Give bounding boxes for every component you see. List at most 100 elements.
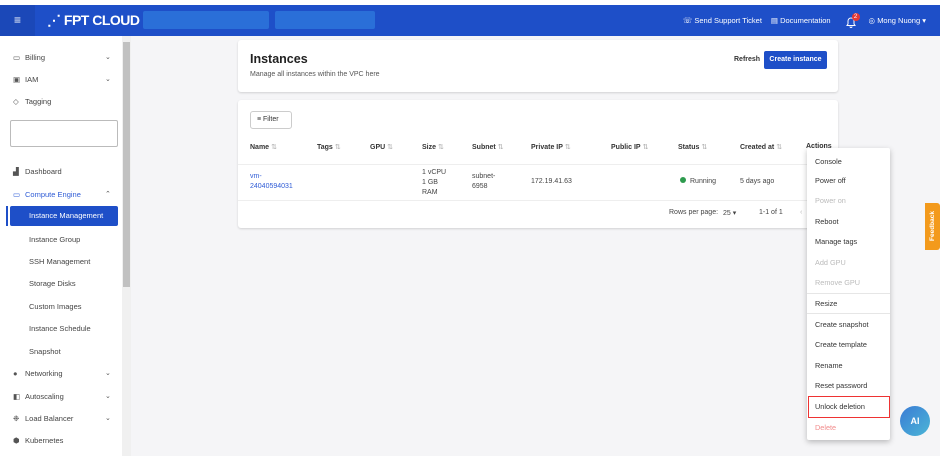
sidebar-item-dashboard[interactable]: ▟ Dashboard	[13, 167, 62, 176]
sort-icon: ⇅	[387, 144, 394, 151]
instance-name-link[interactable]: vm- 24040594031	[250, 172, 293, 192]
pagination-range: 1-1 of 1	[759, 209, 783, 216]
menu-divider	[807, 313, 890, 314]
filter-button[interactable]: ≡ Filter	[250, 111, 292, 129]
column-header-tags[interactable]: Tags ⇅	[317, 143, 341, 151]
menu-item-power-on: Power on	[815, 196, 846, 205]
filter-icon: ≡	[257, 116, 264, 123]
label: Size	[422, 144, 437, 151]
menu-item-console[interactable]: Console	[815, 157, 842, 166]
prev-page-icon[interactable]: ‹	[800, 209, 803, 216]
top-bar-actions: ☏ Send Support Ticket ▤ Documentation 2 …	[683, 5, 926, 36]
label: Networking	[25, 369, 63, 378]
project-selector[interactable]	[143, 11, 269, 29]
column-header-status[interactable]: Status ⇅	[678, 143, 707, 151]
label: Load Balancer	[25, 414, 74, 423]
menu-item-rename[interactable]: Rename	[815, 361, 843, 370]
size-cell: 1 vCPU 1 GB RAM	[422, 168, 446, 198]
menu-divider	[807, 293, 890, 294]
wallet-icon: ▭	[13, 53, 21, 62]
private-ip-cell: 172.19.41.63	[531, 178, 572, 185]
sort-icon: ⇅	[497, 144, 504, 151]
notifications-button[interactable]: 2	[845, 12, 860, 28]
documentation-link[interactable]: ▤ Documentation	[771, 16, 831, 25]
chevron-down-icon[interactable]: ⌄	[105, 54, 111, 61]
sidebar-item-billing[interactable]: ▭ Billing	[13, 53, 45, 62]
sidebar-item-load-balancer[interactable]: ❉ Load Balancer	[13, 414, 73, 423]
user-menu[interactable]: ◎ Mong Nuong ▾	[869, 16, 926, 25]
sidebar-item-compute-engine[interactable]: ▭ Compute Engine	[13, 190, 81, 199]
sort-icon: ⇅	[438, 144, 444, 151]
region-selector[interactable]	[275, 11, 375, 29]
chevron-down-icon[interactable]: ⌄	[105, 415, 111, 422]
rows-per-page-label: Rows per page:	[669, 209, 719, 216]
menu-item-unlock-deletion[interactable]: Unlock deletion	[815, 402, 865, 411]
chevron-down-icon[interactable]: ⌄	[105, 370, 111, 377]
column-header-size[interactable]: Size ⇅	[422, 143, 444, 151]
column-header-actions: Actions	[806, 143, 832, 150]
label: Dashboard	[25, 167, 62, 176]
sort-icon: ⇅	[776, 144, 783, 151]
column-header-name[interactable]: Name ⇅	[250, 143, 277, 151]
sidebar-item-snapshot[interactable]: Snapshot	[29, 347, 61, 356]
create-instance-button[interactable]: Create instance	[764, 51, 827, 69]
menu-item-power-off[interactable]: Power off	[815, 176, 846, 185]
sidebar-item-storage-disks[interactable]: Storage Disks	[29, 279, 76, 288]
sidebar-item-kubernetes[interactable]: ⬢ Kubernetes	[13, 436, 63, 445]
divider	[238, 164, 838, 165]
column-header-public-ip[interactable]: Public IP ⇅	[611, 143, 648, 151]
label: Autoscaling	[25, 392, 64, 401]
column-header-private-ip[interactable]: Private IP ⇅	[531, 143, 571, 151]
menu-item-reset-password[interactable]: Reset password	[815, 381, 868, 390]
hamburger-menu-icon[interactable]: ≡	[0, 5, 35, 36]
sidebar-scrollbar-thumb[interactable]	[123, 42, 130, 287]
load-balancer-icon: ❉	[13, 414, 20, 423]
size-part: RAM	[422, 189, 438, 196]
ai-assistant-button[interactable]: AI	[900, 406, 930, 436]
support-icon: ☏	[682, 16, 695, 25]
sidebar-item-autoscaling[interactable]: ◧ Autoscaling	[13, 392, 64, 401]
fpt-cloud-logo[interactable]: ⋰ FPT CLOUD	[47, 12, 140, 28]
chart-icon: ▟	[13, 167, 19, 176]
sidebar-item-instance-management[interactable]: Instance Management	[10, 206, 118, 226]
sidebar-item-tagging[interactable]: ◇ Tagging	[13, 97, 51, 106]
menu-item-resize[interactable]: Resize	[815, 299, 838, 308]
feedback-tab[interactable]: Feedback	[925, 203, 940, 250]
sidebar-search-input[interactable]	[10, 120, 118, 147]
sidebar-item-instance-group[interactable]: Instance Group	[29, 235, 81, 244]
menu-item-create-template[interactable]: Create template	[815, 340, 867, 349]
column-header-gpu[interactable]: GPU ⇅	[370, 143, 393, 151]
menu-item-create-snapshot[interactable]: Create snapshot	[815, 320, 869, 329]
caret-down-icon: ▾	[730, 210, 737, 217]
sidebar-item-custom-images[interactable]: Custom Images	[29, 302, 82, 311]
column-header-created-at[interactable]: Created at ⇅	[740, 143, 782, 151]
chevron-down-icon[interactable]: ⌄	[105, 393, 111, 400]
sidebar-item-iam[interactable]: ▣ IAM	[13, 75, 38, 84]
size-part: 1 vCPU	[422, 169, 447, 176]
label: Created at	[740, 144, 775, 151]
label: Tags	[317, 144, 333, 151]
sort-icon: ⇅	[564, 144, 571, 151]
menu-item-manage-tags[interactable]: Manage tags	[815, 237, 858, 246]
column-header-subnet[interactable]: Subnet ⇅	[472, 143, 504, 151]
sort-icon: ⇅	[271, 144, 277, 151]
actions-menu	[807, 148, 890, 440]
support-label: Send Support Ticket	[694, 16, 762, 25]
sidebar-item-ssh-management[interactable]: SSH Management	[29, 257, 91, 266]
chevron-up-icon[interactable]: ⌃	[105, 191, 111, 198]
send-support-ticket-link[interactable]: ☏ Send Support Ticket	[683, 16, 762, 25]
label: GPU	[370, 144, 386, 151]
rows-per-page-select[interactable]: 25 ▾	[723, 209, 736, 217]
sidebar-item-instance-schedule[interactable]: Instance Schedule	[29, 324, 91, 333]
docs-label: Documentation	[780, 16, 831, 25]
menu-item-reboot[interactable]: Reboot	[815, 217, 839, 226]
header-card	[238, 40, 838, 92]
refresh-button[interactable]: Refresh	[734, 56, 761, 63]
label: IAM	[25, 75, 39, 84]
status-label: Running	[690, 178, 717, 185]
chevron-down-icon[interactable]: ⌄	[105, 76, 111, 83]
size-part: 1 GB	[422, 179, 438, 186]
tag-icon: ◇	[13, 97, 19, 106]
sidebar-item-networking[interactable]: ● Networking	[13, 369, 63, 378]
sort-icon: ⇅	[334, 144, 341, 151]
